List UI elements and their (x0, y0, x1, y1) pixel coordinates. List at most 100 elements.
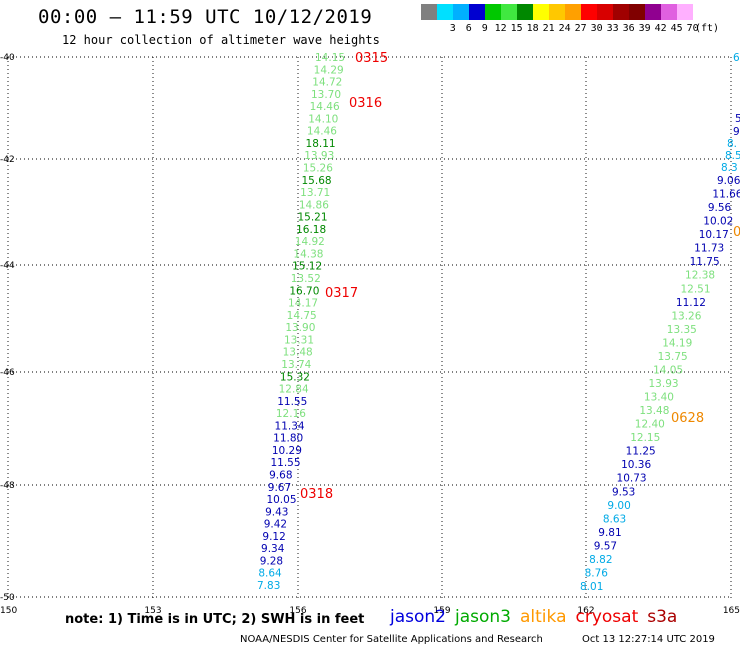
wave-height-value: 13.71 (300, 187, 330, 199)
wave-height-value: 10.29 (272, 445, 302, 457)
legend-swatch (437, 4, 453, 20)
legend-swatch (421, 4, 437, 20)
wave-height-value: 14.75 (287, 310, 317, 322)
legend-label: 33 (606, 23, 619, 34)
page-subtitle: 12 hour collection of altimeter wave hei… (62, 33, 380, 47)
wave-height-value: 13.48 (639, 405, 669, 417)
wave-height-value: 8.76 (585, 567, 609, 579)
wave-height-value: 13.26 (671, 310, 701, 322)
wave-height-value: 15.26 (303, 163, 333, 175)
legend-swatch (565, 4, 581, 20)
wave-height-value: 11.34 (275, 420, 305, 432)
orbit-label: 0316 (349, 96, 382, 111)
wave-height-value: 13.52 (291, 273, 321, 285)
wave-height-value: 12.38 (685, 270, 715, 282)
wave-height-value: 8.63 (603, 513, 626, 525)
wave-height-value: 10.36 (621, 459, 651, 471)
wave-height-value: 15.12 (292, 261, 322, 273)
orbit-labels: 0315 0316 0317 0318 0628 0 (300, 51, 740, 502)
legend-swatch (549, 4, 565, 20)
wave-height-value: 8. (727, 138, 737, 150)
lon-tick-label: 150 (0, 606, 17, 616)
wave-height-value: 9.12 (262, 531, 285, 543)
wave-height-value: 14.92 (295, 236, 325, 248)
wave-height-value: 10.17 (699, 229, 729, 241)
wave-height-value: 14.29 (314, 64, 344, 76)
legend-swatch (645, 4, 661, 20)
legend-swatch (517, 4, 533, 20)
wave-height-value: 11.80 (273, 433, 303, 445)
lat-tick-label: -44 (0, 261, 15, 271)
legend-label: 36 (622, 23, 635, 34)
orbit-label: 0628 (671, 411, 704, 426)
legend-swatch (581, 4, 597, 20)
lon-tick-label: 153 (144, 606, 161, 616)
page-title: 00:00 – 11:59 UTC 10/12/2019 (38, 6, 373, 28)
wave-height-value: 14.15 (315, 52, 345, 64)
map-grid (7, 56, 732, 600)
legend-label: 15 (510, 23, 523, 34)
wave-height-value: 9.53 (612, 486, 635, 498)
legend-label: 70 (686, 23, 699, 34)
wave-height-value: 9.28 (260, 555, 283, 567)
wave-height-value: 11.55 (277, 396, 307, 408)
wave-height-value: 9 (733, 126, 740, 138)
orbit-label: 0 (733, 225, 740, 240)
legend-label: 45 (670, 23, 683, 34)
satellite-altika: altika (520, 607, 567, 627)
wave-height-value: 13.93 (304, 150, 334, 162)
wave-height-value: 14.38 (293, 248, 323, 260)
wave-height-value: 9.56 (708, 202, 732, 214)
satellite-legend: jason2 jason3 altika cryosat s3a (390, 607, 686, 627)
wave-height-value: 7.83 (257, 580, 280, 592)
wave-height-value: 9.81 (598, 527, 621, 539)
legend-swatch (677, 4, 693, 20)
wave-height-value: 14.46 (310, 101, 340, 113)
legend-label: 18 (526, 23, 539, 34)
legend-label: 42 (654, 23, 667, 34)
wave-height-value: 11.25 (626, 446, 656, 458)
wave-height-value: 8.3 (721, 162, 738, 174)
legend-swatch (469, 4, 485, 20)
satellite-jason2: jason2 (390, 607, 446, 627)
wave-height-value: 15.68 (302, 175, 332, 187)
wave-height-value: 8.5 (725, 150, 740, 162)
wave-height-value: 12.40 (635, 419, 665, 431)
legend-label: 12 (494, 23, 507, 34)
legend-label: 27 (574, 23, 587, 34)
wave-height-value: 13.93 (649, 378, 679, 390)
wave-height-value: 11.66 (712, 189, 740, 201)
wave-height-value: 11.73 (694, 243, 724, 255)
wave-height-value: 9.68 (269, 469, 292, 481)
wave-height-value: 12.15 (630, 432, 660, 444)
wave-height-tracks: 14.1514.2914.7213.7014.4614.1014.4618.11… (257, 52, 740, 593)
wave-height-value: 18.11 (306, 138, 336, 150)
wave-height-value: 9.00 (607, 500, 630, 512)
orbit-label: 0317 (325, 286, 358, 301)
legend-label: 39 (638, 23, 651, 34)
wave-height-value: 13.90 (285, 322, 315, 334)
legend-swatch (485, 4, 501, 20)
wave-height-value: 11.12 (676, 297, 706, 309)
wave-height-value: 8.01 (580, 581, 603, 593)
wave-height-value: 13.75 (658, 351, 688, 363)
wave-height-value: 13.74 (281, 359, 311, 371)
legend-label: 3 (449, 23, 456, 34)
wave-height-value: 14.17 (288, 298, 318, 310)
legend-label: 24 (558, 23, 571, 34)
legend-label: 9 (481, 23, 488, 34)
lon-tick-label: 162 (577, 606, 594, 616)
wave-height-value: 13.35 (667, 324, 697, 336)
wave-height-value: 14.10 (308, 113, 338, 125)
satellite-s3a: s3a (647, 607, 678, 627)
wave-height-value: 9.67 (268, 482, 291, 494)
lat-tick-label: -46 (0, 368, 15, 378)
wave-height-value: 14.46 (307, 126, 337, 138)
wave-height-value: 16.70 (289, 285, 319, 297)
footer-note: note: 1) Time is in UTC; 2) SWH is in fe… (65, 612, 365, 627)
wave-height-value: 6 (733, 52, 740, 64)
legend-swatch (629, 4, 645, 20)
wave-height-value: 12.51 (680, 283, 710, 295)
wave-height-value: 16.18 (296, 224, 326, 236)
